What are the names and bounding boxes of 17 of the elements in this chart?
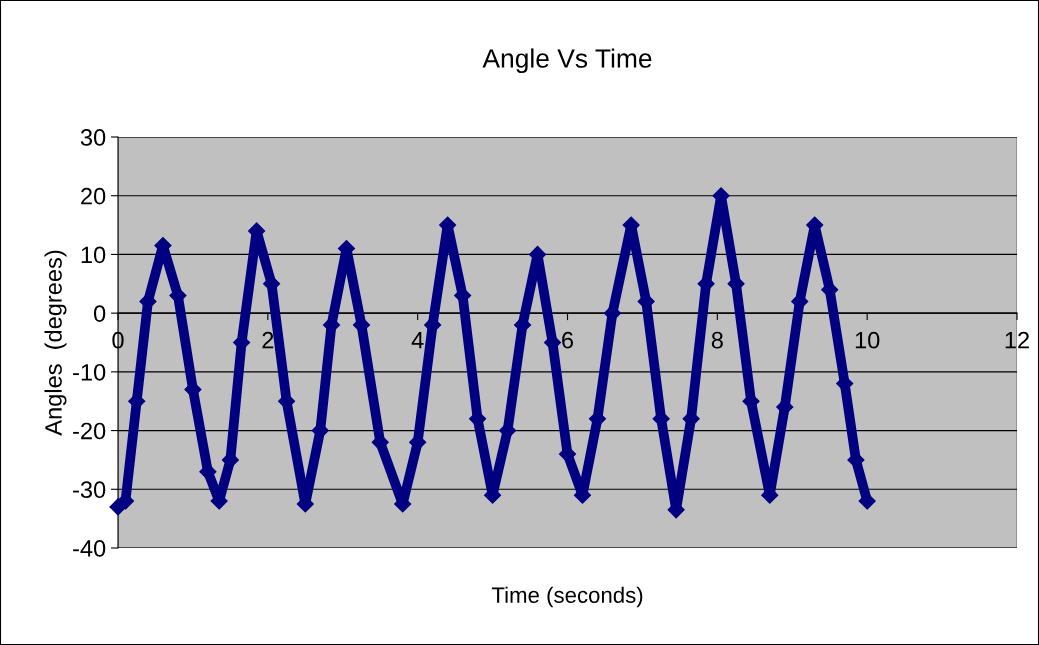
- y-tick-label: 20: [81, 187, 106, 205]
- x-axis-title: Time (seconds): [491, 586, 643, 608]
- x-tick-label: 6: [562, 331, 574, 349]
- y-tick-label: -40: [73, 540, 106, 557]
- y-axis-title: Angles (degrees): [44, 250, 67, 436]
- x-tick-label: 8: [711, 331, 723, 349]
- x-tick-label: 4: [411, 332, 424, 349]
- x-tick-label: 12: [1005, 331, 1029, 349]
- x-tick-label: 10: [855, 331, 880, 349]
- y-tick-label: 10: [81, 246, 106, 264]
- y-tick-label: 0: [93, 305, 106, 322]
- y-tick-label: -10: [73, 363, 106, 381]
- chart-title: Angle Vs Time: [482, 48, 652, 74]
- x-tick-label: 2: [262, 331, 274, 349]
- y-tick-label: -30: [73, 481, 106, 499]
- y-tick-label: 30: [80, 129, 106, 146]
- y-tick-label: -20: [73, 422, 106, 440]
